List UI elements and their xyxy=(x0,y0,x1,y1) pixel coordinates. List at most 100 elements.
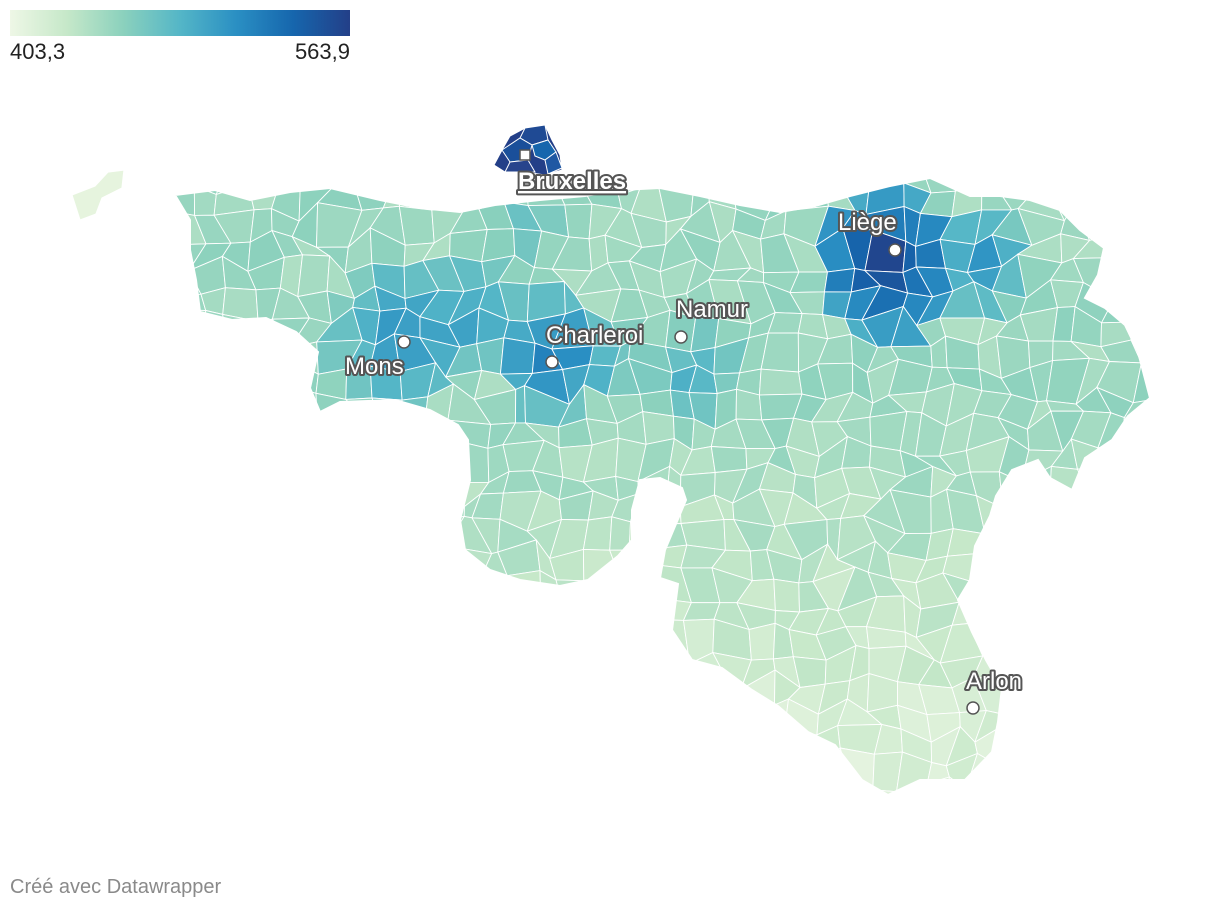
municipality-shape[interactable] xyxy=(141,435,181,468)
municipality-shape[interactable] xyxy=(189,645,233,689)
municipality-shape[interactable] xyxy=(92,337,115,378)
municipality-shape[interactable] xyxy=(170,362,200,399)
municipality-shape[interactable] xyxy=(1121,416,1159,446)
municipality-shape[interactable] xyxy=(577,648,620,686)
municipality-shape[interactable] xyxy=(248,674,285,714)
municipality-shape[interactable] xyxy=(425,440,467,484)
municipality-shape[interactable] xyxy=(1103,503,1133,531)
municipality-shape[interactable] xyxy=(350,756,375,791)
municipality-shape[interactable] xyxy=(377,413,415,457)
municipality-shape[interactable] xyxy=(479,652,512,691)
municipality-shape[interactable] xyxy=(810,774,853,820)
municipality-shape[interactable] xyxy=(1179,673,1219,705)
municipality-shape[interactable] xyxy=(379,800,405,838)
municipality-shape[interactable] xyxy=(510,806,541,845)
municipality-shape[interactable] xyxy=(455,695,476,730)
municipality-shape[interactable] xyxy=(561,720,595,762)
municipality-shape[interactable] xyxy=(658,838,693,860)
municipality-shape[interactable] xyxy=(213,697,255,732)
municipality-shape[interactable] xyxy=(610,835,640,860)
municipality-shape[interactable] xyxy=(127,411,155,437)
municipality-shape[interactable] xyxy=(582,730,616,769)
datawrapper-credit[interactable]: Créé avec Datawrapper xyxy=(10,876,222,898)
municipality-shape[interactable] xyxy=(189,685,233,702)
municipality-shape[interactable] xyxy=(84,259,124,296)
municipality-shape[interactable] xyxy=(146,520,180,550)
municipality-shape[interactable] xyxy=(766,800,803,841)
municipality-shape[interactable] xyxy=(320,786,364,813)
municipality-shape[interactable] xyxy=(1151,582,1194,608)
municipality-shape[interactable] xyxy=(1212,653,1220,679)
municipality-shape[interactable] xyxy=(554,781,590,814)
municipality-shape[interactable] xyxy=(1020,756,1053,794)
municipality-shape[interactable] xyxy=(299,153,336,189)
municipality-shape[interactable] xyxy=(457,839,483,860)
municipality-shape[interactable] xyxy=(402,154,440,180)
municipality-shape[interactable] xyxy=(134,263,177,300)
municipality-shape[interactable] xyxy=(1204,834,1220,860)
municipality-shape[interactable] xyxy=(398,549,440,582)
municipality-shape[interactable] xyxy=(89,411,128,451)
municipality-shape[interactable] xyxy=(533,680,571,705)
municipality-shape[interactable] xyxy=(1209,230,1220,263)
municipality-shape[interactable] xyxy=(358,476,380,499)
municipality-shape[interactable] xyxy=(188,817,230,832)
municipality-shape[interactable] xyxy=(1123,280,1163,323)
municipality-shape[interactable] xyxy=(456,724,476,765)
municipality-shape[interactable] xyxy=(1204,763,1220,790)
municipality-shape[interactable] xyxy=(349,566,379,612)
municipality-shape[interactable] xyxy=(41,214,71,243)
municipality-shape[interactable] xyxy=(707,834,752,860)
municipality-shape[interactable] xyxy=(91,573,125,610)
municipality-shape[interactable] xyxy=(422,618,461,654)
municipality-shape[interactable] xyxy=(655,154,695,189)
municipality-shape[interactable] xyxy=(798,150,828,192)
municipality-shape[interactable] xyxy=(57,696,96,735)
municipality-shape[interactable] xyxy=(789,762,820,778)
municipality-shape[interactable] xyxy=(1175,784,1214,820)
municipality-shape[interactable] xyxy=(1207,441,1220,468)
municipality-shape[interactable] xyxy=(141,419,181,453)
municipality-shape[interactable] xyxy=(992,573,1034,604)
municipality-shape[interactable] xyxy=(524,721,565,761)
municipality-shape[interactable] xyxy=(216,462,243,500)
municipality-shape[interactable] xyxy=(302,677,327,716)
municipality-shape[interactable] xyxy=(400,492,441,529)
municipality-shape[interactable] xyxy=(192,447,218,474)
municipality-shape[interactable] xyxy=(1122,513,1168,562)
municipality-shape[interactable] xyxy=(369,644,411,690)
municipality-shape[interactable] xyxy=(1149,832,1181,854)
municipality-shape[interactable] xyxy=(990,491,1033,533)
municipality-shape[interactable] xyxy=(682,672,728,706)
municipality-shape[interactable] xyxy=(1019,650,1055,679)
municipality-shape[interactable] xyxy=(1164,153,1193,187)
municipality-shape[interactable] xyxy=(213,723,244,762)
municipality-shape[interactable] xyxy=(785,178,829,212)
municipality-shape[interactable] xyxy=(405,776,438,800)
municipality-shape[interactable] xyxy=(1099,807,1137,842)
municipality-shape[interactable] xyxy=(536,592,564,639)
municipality-shape[interactable] xyxy=(1200,784,1220,819)
municipality-shape[interactable] xyxy=(406,440,435,472)
municipality-shape[interactable] xyxy=(1017,539,1062,586)
municipality-shape[interactable] xyxy=(1161,650,1183,688)
municipality-shape[interactable] xyxy=(145,737,165,759)
municipality-shape[interactable] xyxy=(1125,153,1167,188)
municipality-shape[interactable] xyxy=(269,554,305,583)
municipality-shape[interactable] xyxy=(1125,210,1167,248)
municipality-shape[interactable] xyxy=(1182,633,1216,653)
municipality-shape[interactable] xyxy=(72,417,96,451)
municipality-shape[interactable] xyxy=(31,646,68,685)
municipality-shape[interactable] xyxy=(767,755,800,784)
municipality-shape[interactable] xyxy=(112,307,148,345)
municipality-shape[interactable] xyxy=(240,385,281,425)
municipality-shape[interactable] xyxy=(608,755,646,776)
municipality-shape[interactable] xyxy=(352,162,389,197)
municipality-shape[interactable] xyxy=(446,184,480,210)
municipality-shape[interactable] xyxy=(86,551,124,585)
municipality-shape[interactable] xyxy=(269,565,303,599)
municipality-shape[interactable] xyxy=(38,265,70,293)
municipality-shape[interactable] xyxy=(31,464,70,504)
municipality-shape[interactable] xyxy=(315,569,361,609)
municipality-shape[interactable] xyxy=(371,606,412,636)
